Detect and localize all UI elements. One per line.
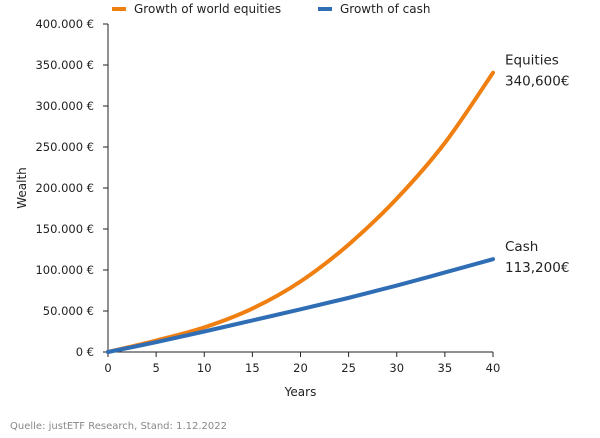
x-tick-label: 35 [438,361,453,375]
y-axis-ticks: 0 € 50.000 € 100.000 € 150.000 € 200.000 € 25… [35,17,108,359]
y-tick-label: 0 € [76,345,94,359]
end-label: 340,600€ [505,74,569,90]
x-tick-label: 10 [197,361,212,375]
y-tick-label: 50.000 € [43,304,94,318]
x-axis-title: Years [284,385,317,399]
end-labels: Equities 340,600€ Cash 113,200€ [505,53,569,276]
x-tick-label: 5 [152,361,159,375]
y-tick-label: 250.000 € [35,140,94,154]
x-tick-label: 0 [104,361,111,375]
x-tick-label: 25 [341,361,356,375]
end-label: 113,200€ [505,260,569,276]
y-tick-label: 100.000 € [35,263,94,277]
end-label: Cash [505,239,538,255]
series-line-equities [106,70,495,354]
y-tick-label: 400.000 € [35,17,94,31]
y-tick-label: 350.000 € [35,58,94,72]
y-axis-title: Wealth [15,167,29,209]
x-tick-label: 15 [245,361,260,375]
legend-label: Growth of cash [340,2,430,16]
legend-label: Growth of world equities [134,2,281,16]
y-tick-label: 150.000 € [35,222,94,236]
series-line-cash [106,257,495,354]
y-tick-label: 300.000 € [35,99,94,113]
x-tick-label: 30 [389,361,404,375]
source-note: Quelle: justETF Research, Stand: 1.12.20… [10,421,227,432]
x-tick-label: 20 [293,361,308,375]
legend: Growth of world equities Growth of cash [112,2,430,16]
series-lines [106,70,495,354]
y-tick-label: 200.000 € [35,181,94,195]
x-tick-label: 40 [486,361,501,375]
end-label: Equities [505,53,559,69]
x-axis-ticks: 0 5 10 15 20 25 30 35 40 [104,352,500,375]
